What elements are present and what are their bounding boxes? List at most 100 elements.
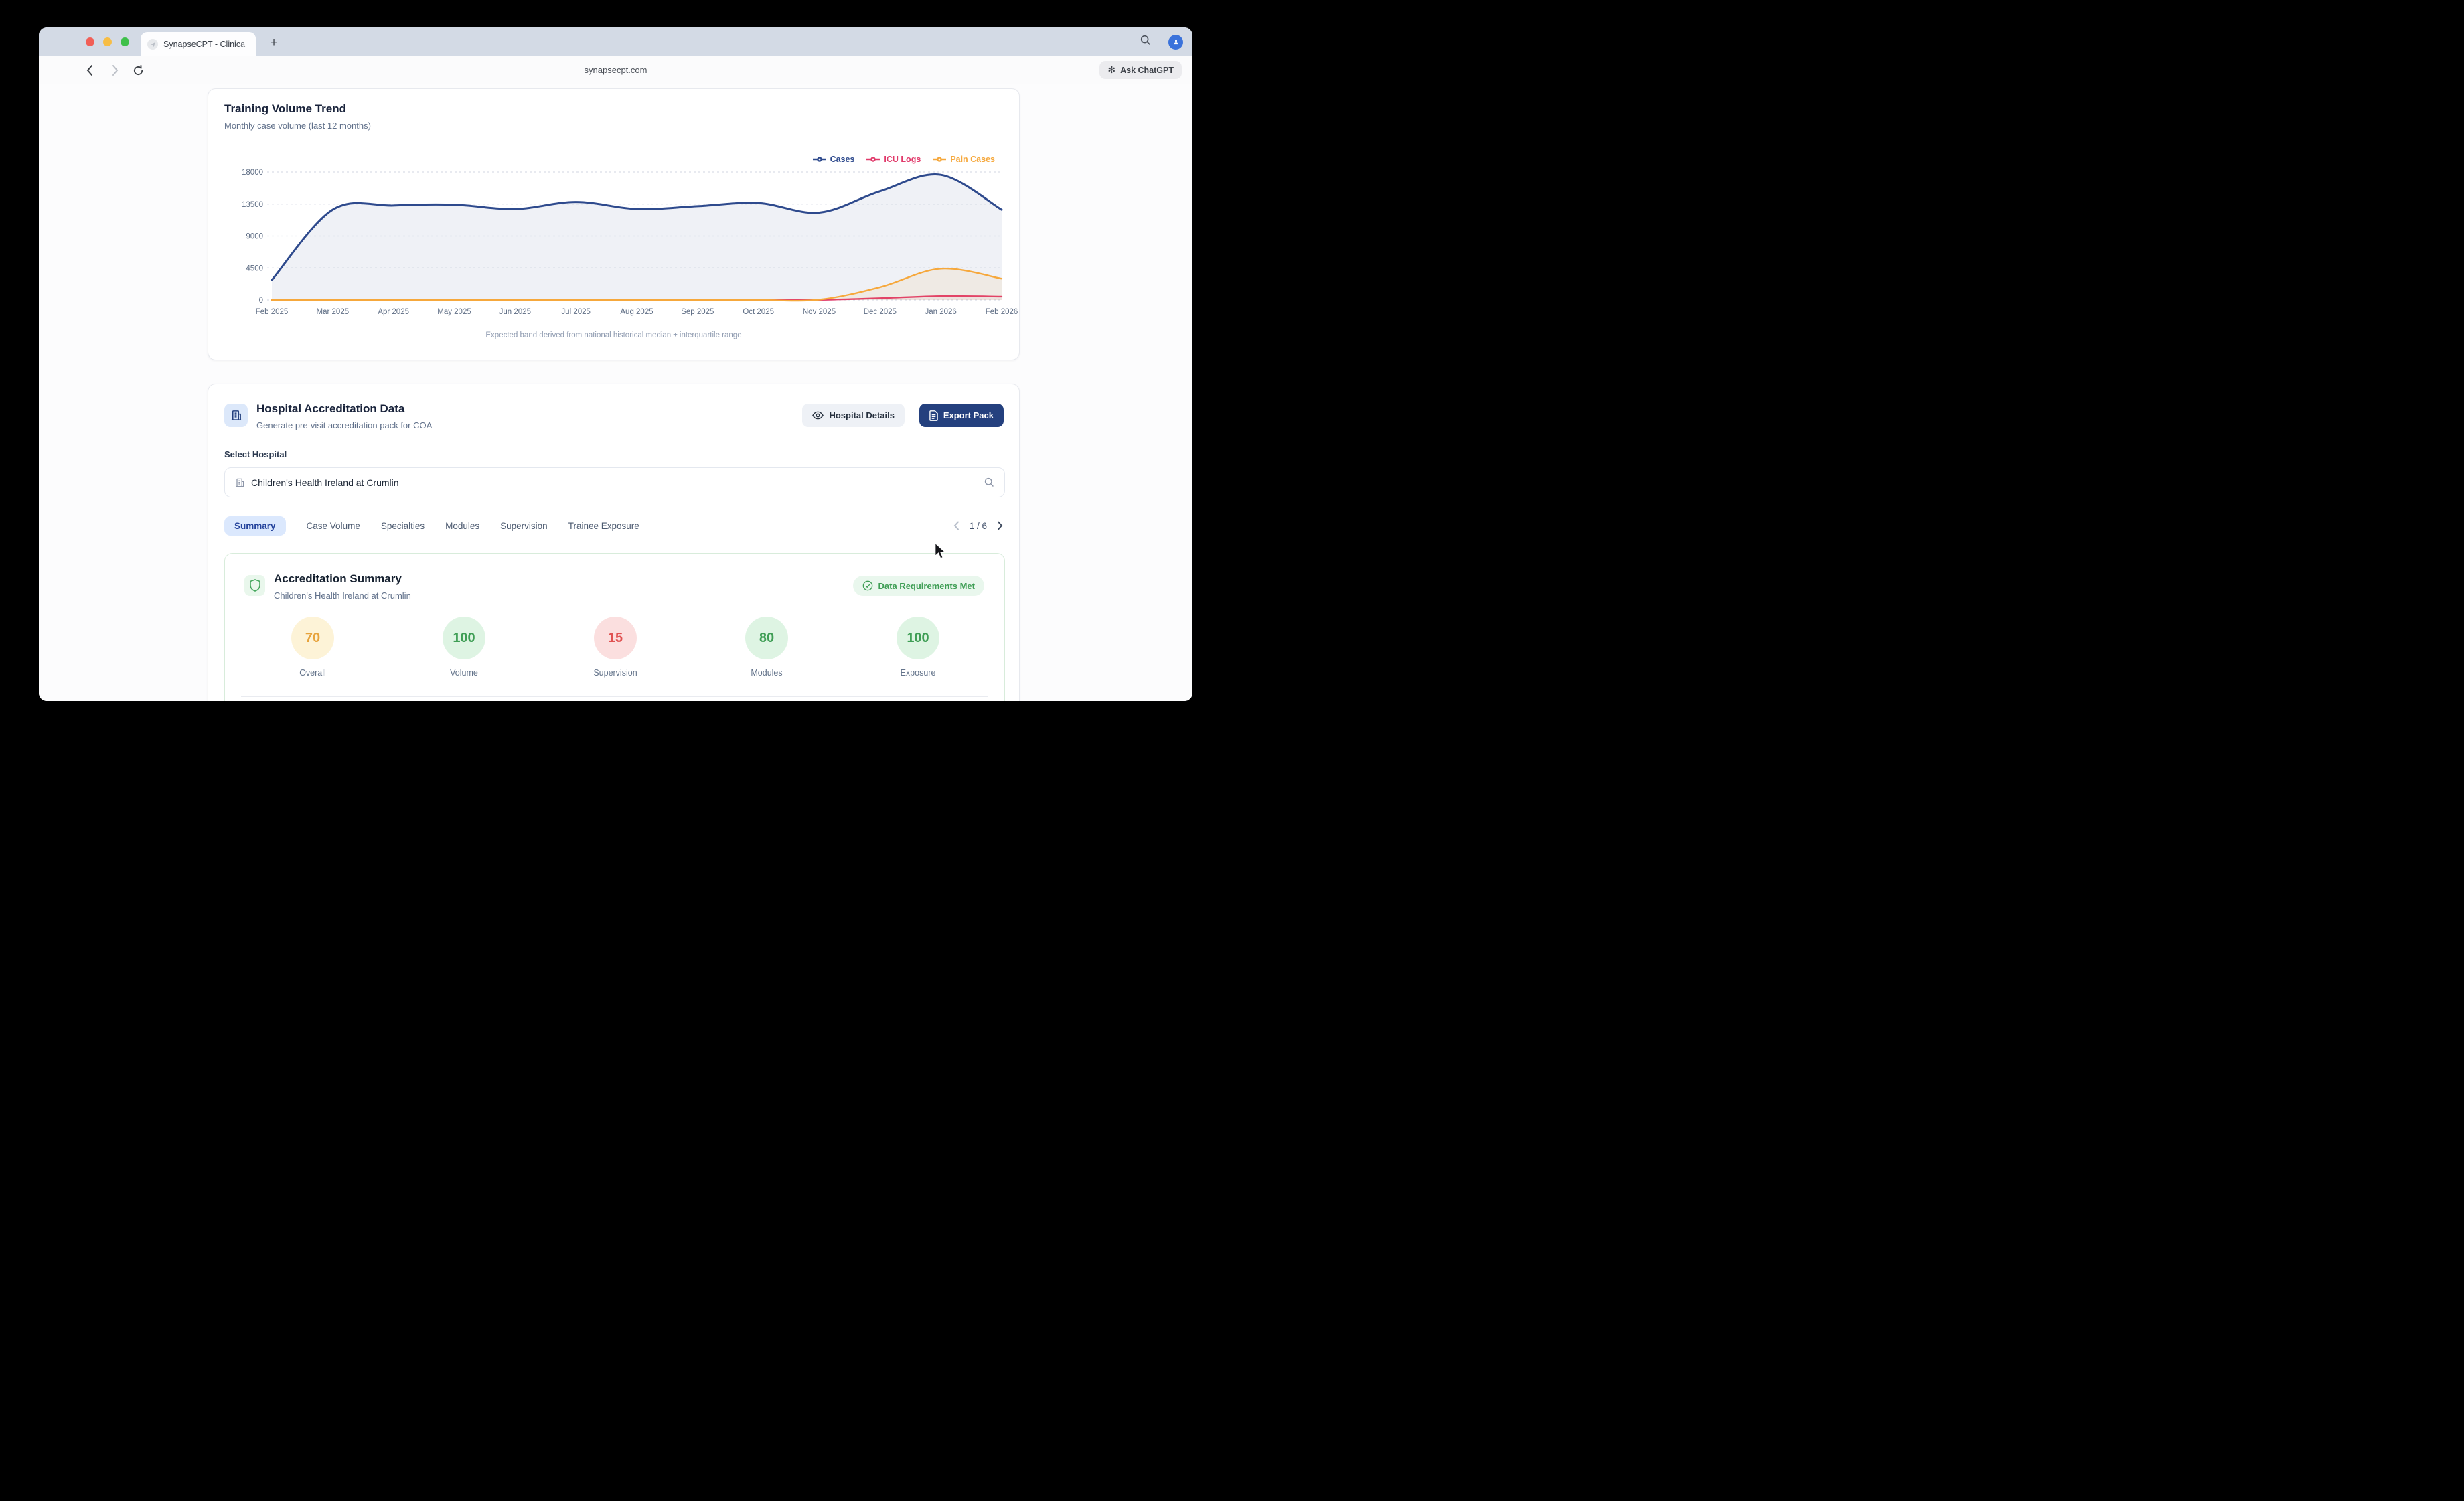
accreditation-summary-card: Accreditation Summary Children's Health … bbox=[224, 553, 1005, 701]
series-line-pain-cases bbox=[271, 267, 1003, 302]
area-fill-2 bbox=[272, 268, 1002, 301]
score-value: 15 bbox=[594, 617, 637, 659]
browser-toolbar: synapsecpt.com ✻ Ask ChatGPT bbox=[39, 56, 1192, 84]
trend-line-chart: 18000 13500 9000 4500 0 Feb 2025 Mar 2025 Apr 2… bbox=[242, 169, 1018, 316]
hospital-search-input[interactable]: Children's Health Ireland at Crumlin bbox=[224, 467, 1005, 497]
back-icon[interactable] bbox=[82, 62, 98, 78]
export-pack-label: Export Pack bbox=[943, 410, 994, 420]
accreditation-card-subtitle: Generate pre-visit accreditation pack fo… bbox=[256, 420, 433, 430]
area-fill-0 bbox=[272, 174, 1002, 300]
x-tick-label: Oct 2025 bbox=[743, 308, 774, 316]
tab-specialties[interactable]: Specialties bbox=[380, 520, 425, 531]
legend-marker-icon bbox=[866, 157, 880, 162]
chevron-right-icon[interactable] bbox=[997, 521, 1003, 530]
hospital-accreditation-card: Hospital Accreditation Data Generate pre… bbox=[208, 384, 1020, 701]
tab-summary[interactable]: Summary bbox=[224, 516, 286, 536]
url-display[interactable]: synapsecpt.com bbox=[584, 65, 647, 75]
x-tick-label: Jul 2025 bbox=[561, 308, 590, 316]
legend-item-pain-cases[interactable]: Pain Cases bbox=[933, 155, 995, 164]
building-icon bbox=[236, 478, 244, 487]
score-volume: 100 Volume bbox=[388, 617, 540, 678]
x-tick-label: Jun 2025 bbox=[499, 308, 531, 316]
search-icon[interactable] bbox=[1140, 34, 1152, 50]
x-tick-label: Mar 2025 bbox=[317, 308, 350, 316]
minimize-window-button[interactable] bbox=[103, 37, 112, 46]
score-modules: 80 Modules bbox=[691, 617, 842, 678]
y-tick-label: 13500 bbox=[242, 201, 263, 209]
x-tick-label: Nov 2025 bbox=[803, 308, 836, 316]
tab-favicon-icon bbox=[147, 39, 158, 50]
legend-item-cases[interactable]: Cases bbox=[812, 155, 855, 164]
chevron-left-icon[interactable] bbox=[953, 521, 959, 530]
ask-chatgpt-label: Ask ChatGPT bbox=[1120, 65, 1174, 75]
score-row: 70 Overall 100 Volume 15 Supervision 8 bbox=[237, 617, 994, 678]
score-value: 70 bbox=[291, 617, 334, 659]
titlebar-right-controls bbox=[1140, 27, 1183, 56]
close-window-button[interactable] bbox=[86, 37, 94, 46]
score-value: 100 bbox=[897, 617, 939, 659]
x-tick-label: Jan 2026 bbox=[925, 308, 957, 316]
x-tick-label: Feb 2025 bbox=[256, 308, 289, 316]
score-overall: 70 Overall bbox=[237, 617, 388, 678]
select-hospital-label: Select Hospital bbox=[224, 449, 287, 459]
search-icon[interactable] bbox=[984, 477, 995, 488]
profile-avatar[interactable] bbox=[1168, 34, 1183, 50]
legend-marker-icon bbox=[933, 157, 947, 162]
score-label: Overall bbox=[299, 668, 326, 678]
hospital-input-value: Children's Health Ireland at Crumlin bbox=[251, 477, 399, 488]
score-label: Volume bbox=[450, 668, 478, 678]
x-tick-label: Apr 2025 bbox=[378, 308, 409, 316]
reload-icon[interactable] bbox=[130, 62, 146, 78]
score-label: Supervision bbox=[593, 668, 637, 678]
ask-chatgpt-button[interactable]: ✻ Ask ChatGPT bbox=[1099, 61, 1182, 79]
score-supervision: 15 Supervision bbox=[540, 617, 691, 678]
x-tick-label: Dec 2025 bbox=[864, 308, 897, 316]
new-tab-button[interactable]: + bbox=[270, 35, 278, 50]
browser-tab-active[interactable]: SynapseCPT - Clinica bbox=[141, 32, 256, 56]
trend-card-title: Training Volume Trend bbox=[224, 102, 346, 115]
x-tick-label: Feb 2026 bbox=[986, 308, 1018, 316]
chart-footnote: Expected band derived from national hist… bbox=[485, 331, 742, 339]
x-tick-label: Aug 2025 bbox=[620, 308, 653, 316]
document-icon bbox=[929, 410, 938, 421]
pagination: 1 / 6 bbox=[953, 516, 1003, 536]
score-exposure: 100 Exposure bbox=[842, 617, 994, 678]
forward-icon[interactable] bbox=[107, 62, 123, 78]
score-label: Modules bbox=[751, 668, 783, 678]
accreditation-tabs: Summary Case Volume Specialties Modules … bbox=[224, 516, 639, 536]
legend-marker-icon bbox=[812, 157, 826, 162]
hospital-details-button[interactable]: Hospital Details bbox=[802, 404, 905, 427]
series-line-cases bbox=[271, 173, 1003, 281]
trend-card-subtitle: Monthly case volume (last 12 months) bbox=[224, 121, 371, 131]
tab-modules[interactable]: Modules bbox=[445, 520, 480, 531]
accreditation-card-title: Hospital Accreditation Data bbox=[256, 402, 405, 415]
export-pack-button[interactable]: Export Pack bbox=[919, 404, 1004, 427]
score-label: Exposure bbox=[900, 668, 936, 678]
page-content: Training Volume Trend Monthly case volum… bbox=[39, 84, 1192, 701]
browser-titlebar: SynapseCPT - Clinica + bbox=[39, 27, 1192, 56]
hospital-details-label: Hospital Details bbox=[829, 410, 895, 420]
score-value: 100 bbox=[443, 617, 485, 659]
zoom-window-button[interactable] bbox=[121, 37, 129, 46]
y-tick-label: 4500 bbox=[246, 264, 263, 272]
openai-icon: ✻ bbox=[1107, 64, 1116, 75]
y-tick-label: 9000 bbox=[246, 233, 263, 241]
summary-subtitle: Children's Health Ireland at Crumlin bbox=[274, 590, 411, 601]
hospital-building-icon bbox=[224, 404, 248, 427]
summary-title: Accreditation Summary bbox=[274, 572, 402, 585]
tab-supervision[interactable]: Supervision bbox=[500, 520, 548, 531]
tab-title-fade bbox=[238, 32, 256, 56]
badge-label: Data Requirements Met bbox=[878, 580, 975, 591]
y-tick-label: 0 bbox=[259, 297, 263, 305]
tab-case-volume[interactable]: Case Volume bbox=[306, 520, 360, 531]
chart-legend: Cases ICU Logs Pain Cases bbox=[812, 155, 995, 164]
legend-item-icu-logs[interactable]: ICU Logs bbox=[866, 155, 921, 164]
tab-trainee-exposure[interactable]: Trainee Exposure bbox=[568, 520, 639, 531]
legend-label: Pain Cases bbox=[950, 155, 995, 164]
x-tick-label: Sep 2025 bbox=[681, 308, 714, 316]
y-tick-label: 18000 bbox=[242, 169, 263, 177]
shield-icon bbox=[244, 575, 265, 596]
eye-icon bbox=[812, 411, 824, 420]
legend-label: Cases bbox=[830, 155, 855, 164]
